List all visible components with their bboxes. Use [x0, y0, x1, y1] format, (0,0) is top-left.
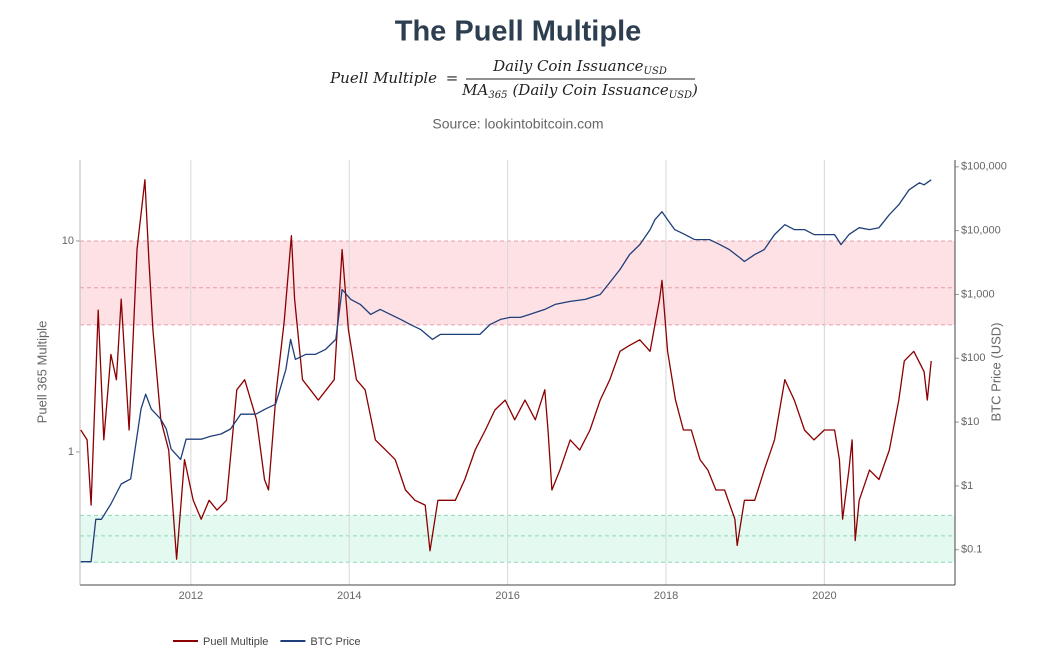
- formula-numerator: Daily Coin IssuanceUSD: [492, 57, 667, 77]
- legend-label: BTC Price: [310, 636, 360, 648]
- y-tick-label: 1: [68, 446, 74, 458]
- x-tick-label: 2020: [812, 590, 836, 602]
- y2-tick-label: $100: [961, 352, 985, 364]
- source: Source: lookintobitcoin.com: [432, 116, 603, 132]
- y-axis-title: Puell 365 Multiple: [34, 321, 49, 424]
- formula-sub: USD: [644, 66, 667, 77]
- x-tick-label: 2018: [654, 590, 678, 602]
- y-tick-label: 10: [62, 235, 74, 247]
- y2-tick-label: $1: [961, 480, 973, 492]
- formula-equals: =: [446, 69, 459, 87]
- zone-band: [80, 240, 955, 325]
- y2-axis-title: BTC Price (USD): [988, 323, 1003, 422]
- y2-tick-label: $0.1: [961, 544, 982, 556]
- formula-text: Daily Coin Issuance: [492, 57, 644, 75]
- x-tick-label: 2016: [495, 590, 519, 602]
- formula-denominator: MA365 (Daily Coin IssuanceUSD): [461, 81, 698, 101]
- y2-tick-label: $1,000: [961, 288, 995, 300]
- x-tick-label: 2012: [179, 590, 203, 602]
- series-line: [80, 179, 932, 560]
- formula-sub: 365: [488, 90, 507, 101]
- x-tick-label: 2014: [337, 590, 361, 602]
- formula-text: MA: [461, 81, 488, 99]
- formula-sub: USD: [669, 90, 692, 101]
- legend-label: Puell Multiple: [203, 636, 268, 648]
- formula-text: ): [691, 81, 698, 99]
- chart-title: The Puell Multiple: [395, 16, 642, 48]
- y2-tick-label: $10: [961, 416, 979, 428]
- formula-lhs: Puell Multiple: [329, 69, 437, 87]
- formula-text: (Daily Coin Issuance: [512, 81, 668, 99]
- series-line: [80, 179, 932, 563]
- y2-tick-label: $100,000: [961, 161, 1007, 173]
- zone-band: [80, 515, 955, 563]
- y2-tick-label: $10,000: [961, 225, 1001, 237]
